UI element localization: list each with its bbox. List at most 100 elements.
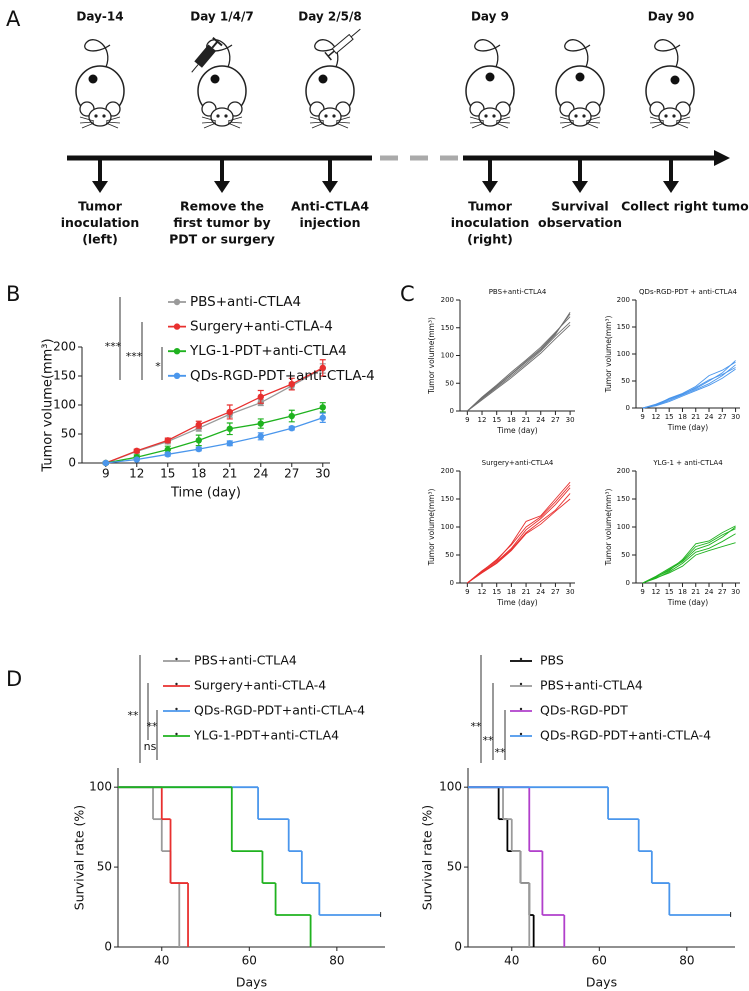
x-tick-label: 40 <box>504 954 519 968</box>
y-tick-label: 50 <box>445 551 454 559</box>
x-tick-label: 30 <box>566 416 575 424</box>
chart-title: Surgery+anti-CTLA4 <box>482 459 554 467</box>
y-tick-label: 100 <box>441 523 454 531</box>
axes <box>81 347 330 464</box>
data-point <box>257 420 264 427</box>
y-tick-label: 0 <box>450 579 454 587</box>
day-label: Day 9 <box>471 10 509 24</box>
chart-title: PBS+anti-CTLA4 <box>489 288 547 296</box>
y-tick-label: 50 <box>447 860 462 874</box>
legend-marker <box>175 682 178 686</box>
axes <box>459 300 575 412</box>
axes <box>117 768 385 948</box>
x-tick-label: 15 <box>160 467 175 481</box>
data-point <box>164 446 171 453</box>
x-tick-label: 60 <box>592 954 607 968</box>
legend-label: Surgery+anti-CTLA-4 <box>194 678 326 693</box>
x-tick-label: 18 <box>507 588 516 596</box>
arrow-head <box>214 181 230 193</box>
axes <box>459 471 575 584</box>
data-point <box>319 364 326 372</box>
arrow-head <box>92 181 108 193</box>
significance-label: ns <box>144 740 157 753</box>
x-tick-label: 9 <box>465 588 469 596</box>
arrow-head <box>572 181 588 193</box>
y-tick-label: 0 <box>450 407 454 415</box>
legend-marker <box>519 682 523 686</box>
x-tick-label: 12 <box>651 413 660 421</box>
series-line <box>642 364 736 409</box>
legend-marker <box>173 298 181 306</box>
x-tick-label: 30 <box>731 588 740 596</box>
legend-label: QDs-RGD-PDT+anti-CTLA-4 <box>540 728 711 743</box>
legend-label: QDs-RGD-PDT <box>540 703 628 718</box>
step-label: observation <box>538 215 622 230</box>
series-line <box>642 528 736 584</box>
step-label: inoculation <box>451 215 530 230</box>
data-point <box>195 421 202 428</box>
y-tick-label: 0 <box>626 404 630 412</box>
x-tick-label: 12 <box>478 416 487 424</box>
step-label: (left) <box>82 232 118 247</box>
step-label: inoculation <box>61 215 140 230</box>
x-tick-label: 24 <box>705 588 714 596</box>
x-axis-label: Days <box>236 975 267 990</box>
x-tick-label: 9 <box>640 588 644 596</box>
significance-label: ** <box>495 746 507 759</box>
y-tick-label: 50 <box>621 377 630 385</box>
arrow-head <box>322 181 338 193</box>
legend-label: YLG-1-PDT+anti-CTLA4 <box>193 728 339 743</box>
significance-label: ** <box>471 720 483 733</box>
legend-marker <box>173 323 181 330</box>
legend-label: QDs-RGD-PDT+anti-CTLA-4 <box>190 368 375 384</box>
x-tick-label: 27 <box>551 588 560 596</box>
series-line <box>105 406 323 464</box>
step-label: Tumor <box>468 199 513 214</box>
x-tick-label: 9 <box>465 416 469 424</box>
series-line <box>467 484 571 584</box>
y-axis-label: Survival rate (%) <box>420 805 435 910</box>
y-axis-label: Tumor volume(mm³) <box>427 489 436 567</box>
data-point <box>226 408 233 416</box>
y-tick-label: 200 <box>441 467 454 475</box>
chart-title: QDs-RGD-PDT + anti-CTLA4 <box>639 288 737 296</box>
legend-marker <box>519 707 523 711</box>
data-point <box>195 437 202 444</box>
series-line <box>642 360 736 409</box>
x-axis-label: Time (day) <box>496 426 537 435</box>
legend-label: PBS+anti-CTLA4 <box>540 678 643 693</box>
arrow-head <box>663 181 679 193</box>
legend-marker <box>519 732 523 736</box>
legend-marker <box>173 372 181 379</box>
arrow-head <box>482 181 498 193</box>
mice <box>75 28 695 129</box>
x-tick-label: 27 <box>718 413 727 421</box>
series-line <box>105 367 324 464</box>
series-line <box>467 487 571 584</box>
y-tick-label: 150 <box>617 323 630 331</box>
x-tick-label: 18 <box>678 413 687 421</box>
data-point <box>288 380 295 388</box>
x-tick-label: 60 <box>242 954 257 968</box>
legend-label: PBS+anti-CTLA4 <box>190 294 301 310</box>
x-tick-label: 30 <box>315 467 330 481</box>
y-axis-label: Tumor volume(mm³) <box>604 489 613 567</box>
x-axis-label: Time (day) <box>667 598 708 607</box>
x-tick-label: 21 <box>522 588 531 596</box>
y-axis-label: Tumor volume(mm³) <box>427 317 436 395</box>
x-tick-label: 24 <box>536 416 545 424</box>
series-line <box>467 324 571 412</box>
step-label: (right) <box>467 232 513 247</box>
series-line <box>642 361 736 409</box>
step-label: Survival <box>551 199 608 214</box>
x-tick-label: 27 <box>718 588 727 596</box>
legend-marker <box>175 657 178 661</box>
y-tick-label: 150 <box>53 369 76 383</box>
y-tick-label: 200 <box>53 340 76 354</box>
x-axis-label: Time (day) <box>496 598 537 607</box>
x-tick-label: 24 <box>253 467 268 481</box>
legend-marker <box>519 657 523 661</box>
series-line <box>467 481 571 584</box>
series-line <box>467 498 571 584</box>
significance-label: * <box>155 360 161 373</box>
